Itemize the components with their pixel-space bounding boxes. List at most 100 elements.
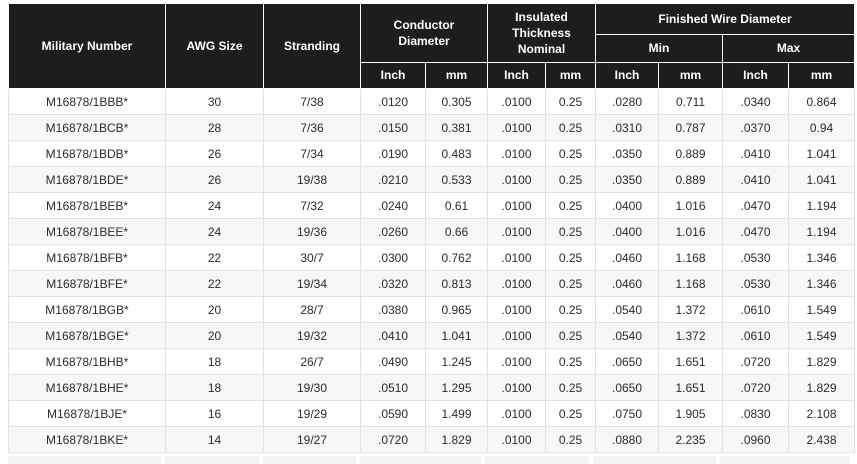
cell-stranding: 19/27	[263, 426, 361, 453]
cell-max-mm: 1.829	[788, 374, 856, 401]
cell-min-inch: .0280	[595, 88, 660, 115]
cell-max-mm: 1.346	[788, 270, 856, 297]
cell-min-inch: .0350	[595, 166, 660, 193]
cell-conductor-inch: .0190	[360, 140, 426, 167]
table-row: M16878/1BDB* 26 7/34.0190 0.483.0100 0.25.03…	[8, 140, 856, 167]
cell-conductor-inch: .0320	[360, 270, 426, 297]
col-header-military-number: Military Number	[8, 3, 166, 89]
cell-min-inch: .0650	[595, 348, 660, 375]
cell-military-number: M16878/1BGB*	[8, 296, 166, 323]
cell-min-inch: .0350	[595, 140, 660, 167]
col-header-conductor-diameter: Conductor Diameter	[359, 3, 489, 63]
cell-military-number: M16878/1BGE*	[8, 322, 166, 349]
cell-min-inch: .0540	[595, 322, 660, 349]
col-header-insulated-mm: mm	[545, 62, 597, 89]
cell-military-number: M16878/1BEB*	[8, 192, 166, 219]
table-row: M16878/1BCB* 28 7/36.0150 0.381.0100 0.25.03…	[8, 114, 856, 141]
cell-military-number: M16878/1BEE*	[8, 218, 166, 245]
cell-min-inch: .0880	[595, 426, 660, 453]
table-row: M16878/1BFB* 22 30/7.0300 0.762.0100 0.25.04…	[8, 244, 856, 271]
cell-conductor-mm: 0.66	[424, 218, 489, 245]
cell-min-inch: .0750	[595, 400, 660, 427]
table-row: M16878/1BKE* 14 19/27.0720 1.829.0100 0.25.0…	[8, 426, 856, 453]
cell-max-mm: 1.194	[788, 192, 856, 219]
cell-max-inch: .0610	[722, 296, 790, 323]
cell-conductor-mm: 1.499	[424, 400, 489, 427]
cell-awg-size: 24	[165, 218, 264, 245]
cell-awg-size: 18	[165, 348, 264, 375]
cell-max-mm: 1.041	[788, 166, 856, 193]
cell-max-inch: .0720	[722, 348, 790, 375]
cell-stranding: 26/7	[263, 348, 361, 375]
cell-max-mm: 0.864	[788, 88, 856, 115]
cell-stranding: 7/36	[263, 114, 361, 141]
cell-stranding: 19/29	[263, 400, 361, 427]
cell-insulated-mm: 0.25	[545, 218, 597, 245]
cell-min-inch: .0400	[595, 218, 660, 245]
wire-spec-table: Military Number AWG Size Stranding Condu…	[8, 3, 856, 453]
cell-conductor-inch: .0210	[360, 166, 426, 193]
cell-military-number: M16878/1BBB*	[8, 88, 166, 115]
cell-max-inch: .0720	[722, 374, 790, 401]
table-row: M16878/1BFE* 22 19/34.0320 0.813.0100 0.25.0…	[8, 270, 856, 297]
cell-max-mm: 1.041	[788, 140, 856, 167]
cell-military-number: M16878/1BDB*	[8, 140, 166, 167]
cell-max-inch: .0830	[722, 400, 790, 427]
cell-max-mm: 1.549	[788, 322, 856, 349]
col-header-conductor-mm: mm	[424, 62, 489, 89]
col-header-max: Max	[722, 34, 856, 63]
cell-awg-size: 20	[165, 322, 264, 349]
cell-conductor-inch: .0240	[360, 192, 426, 219]
cell-min-mm: 1.651	[658, 348, 724, 375]
cell-insulated-inch: .0100	[487, 348, 547, 375]
cell-military-number: M16878/1BKE*	[8, 426, 166, 453]
cell-military-number: M16878/1BFB*	[8, 244, 166, 271]
cell-max-inch: .0530	[722, 270, 790, 297]
cell-conductor-mm: 1.245	[424, 348, 489, 375]
cell-insulated-mm: 0.25	[545, 192, 597, 219]
cell-max-inch: .0530	[722, 244, 790, 271]
cell-min-mm: 2.235	[658, 426, 724, 453]
cell-max-mm: 1.194	[788, 218, 856, 245]
partial-row-segment	[360, 456, 481, 464]
cell-min-mm: 0.889	[658, 140, 724, 167]
cell-conductor-mm: 0.813	[424, 270, 489, 297]
cell-insulated-inch: .0100	[487, 244, 547, 271]
cell-stranding: 7/34	[263, 140, 361, 167]
cell-min-mm: 1.016	[658, 218, 724, 245]
cell-awg-size: 20	[165, 296, 264, 323]
col-header-max-mm: mm	[788, 62, 856, 89]
cell-min-mm: 1.372	[658, 322, 724, 349]
cell-conductor-inch: .0120	[360, 88, 426, 115]
cell-conductor-inch: .0150	[360, 114, 426, 141]
cell-conductor-inch: .0720	[360, 426, 426, 453]
cell-conductor-inch: .0590	[360, 400, 426, 427]
cell-insulated-mm: 0.25	[545, 244, 597, 271]
table-row: M16878/1BBB* 30 7/38.0120 0.305.0100 0.25.02…	[8, 88, 856, 115]
cell-max-inch: .0370	[722, 114, 790, 141]
cell-insulated-mm: 0.25	[545, 374, 597, 401]
cell-military-number: M16878/1BHE*	[8, 374, 166, 401]
cell-min-inch: .0460	[595, 270, 660, 297]
cell-awg-size: 22	[165, 244, 264, 271]
cell-conductor-inch: .0410	[360, 322, 426, 349]
col-header-stranding: Stranding	[263, 3, 361, 89]
cell-min-inch: .0400	[595, 192, 660, 219]
cell-min-mm: 1.168	[658, 244, 724, 271]
cell-min-mm: 0.711	[658, 88, 724, 115]
cell-min-mm: 0.889	[658, 166, 724, 193]
partial-row-segment	[263, 456, 356, 464]
cell-insulated-mm: 0.25	[545, 296, 597, 323]
cell-min-mm: 1.016	[658, 192, 724, 219]
table-row: M16878/1BJE* 16 19/29.0590 1.499.0100 0.25.0…	[8, 400, 856, 427]
cell-conductor-mm: 1.041	[424, 322, 489, 349]
cell-stranding: 7/32	[263, 192, 361, 219]
cell-insulated-inch: .0100	[487, 166, 547, 193]
col-header-min: Min	[595, 34, 724, 63]
table-row: M16878/1BHE* 18 19/30.0510 1.295.0100 0.25.0…	[8, 374, 856, 401]
cell-military-number: M16878/1BFE*	[8, 270, 166, 297]
cell-min-mm: 1.651	[658, 374, 724, 401]
cell-conductor-mm: 0.965	[424, 296, 489, 323]
cell-stranding: 28/7	[263, 296, 361, 323]
cell-conductor-mm: 1.295	[424, 374, 489, 401]
